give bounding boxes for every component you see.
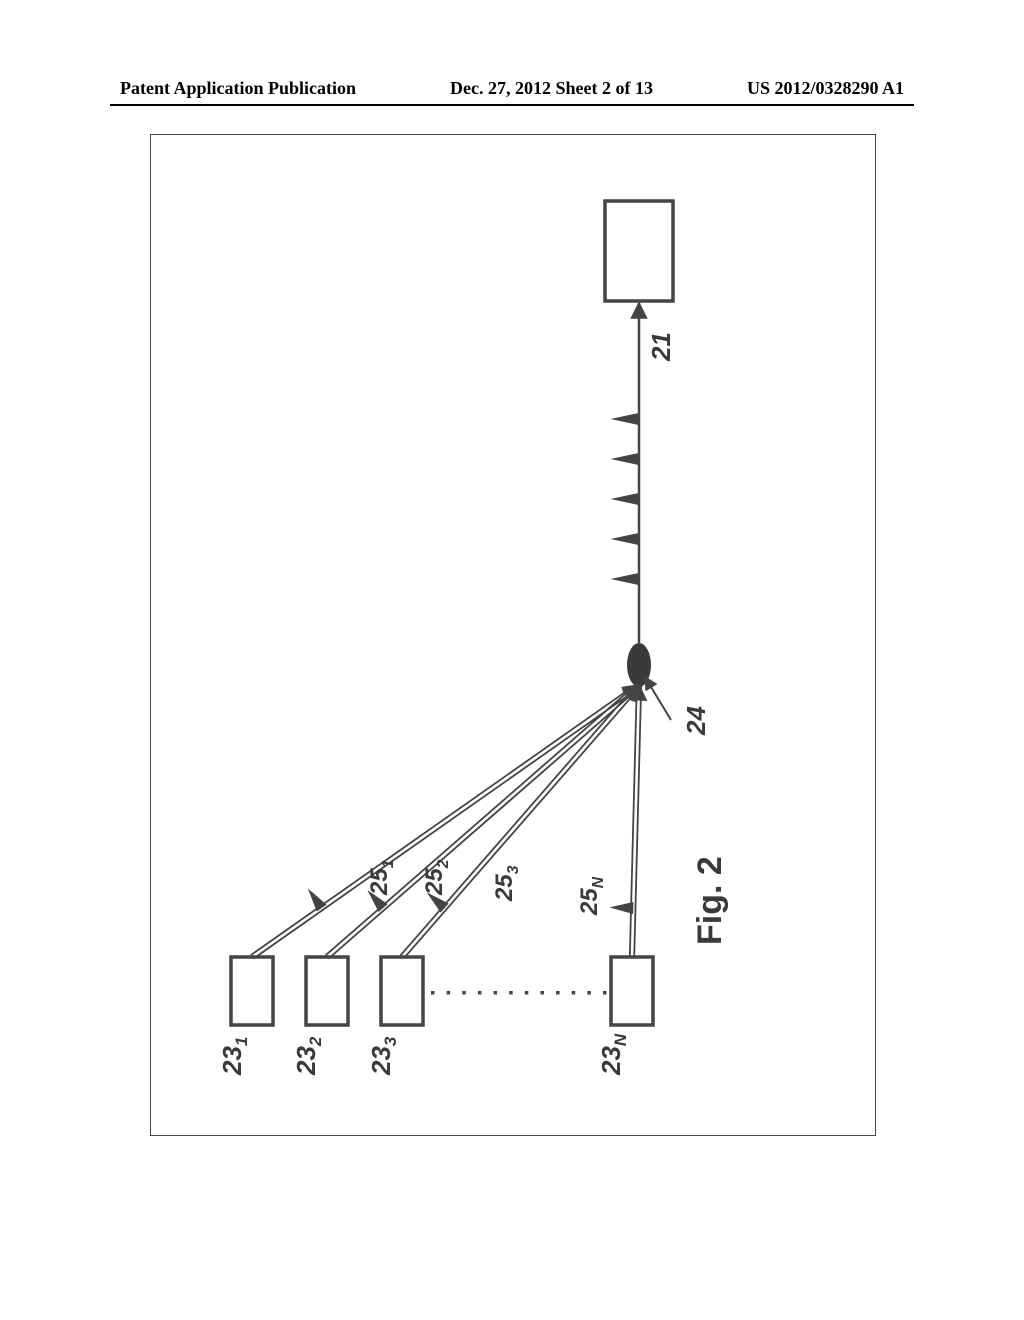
label-source-23_3: 233	[366, 1037, 401, 1075]
label-link-23_2: 252	[421, 860, 453, 895]
header-rule	[110, 104, 914, 106]
figure-label: Fig. 2	[691, 856, 730, 945]
label-source-23_2: 232	[291, 1037, 326, 1075]
label-receiver-21: 21	[646, 332, 677, 361]
figure-frame: 21 24 231 251 232 252 233 253 23N 25N Fig. 2	[150, 134, 876, 1136]
label-link-23_N: 25N	[576, 877, 608, 915]
label-combiner-24: 24	[681, 706, 712, 735]
label-link-23_1: 251	[366, 860, 398, 895]
page-header: Patent Application Publication Dec. 27, …	[120, 78, 904, 99]
label-source-23_1: 231	[217, 1037, 252, 1075]
header-right: US 2012/0328290 A1	[747, 78, 904, 99]
header-left: Patent Application Publication	[120, 78, 356, 99]
label-source-23_N: 23N	[596, 1034, 631, 1075]
figure-svg	[151, 135, 875, 1135]
header-center: Dec. 27, 2012 Sheet 2 of 13	[450, 78, 653, 99]
label-link-23_3: 253	[491, 866, 523, 901]
page: Patent Application Publication Dec. 27, …	[0, 0, 1024, 1320]
